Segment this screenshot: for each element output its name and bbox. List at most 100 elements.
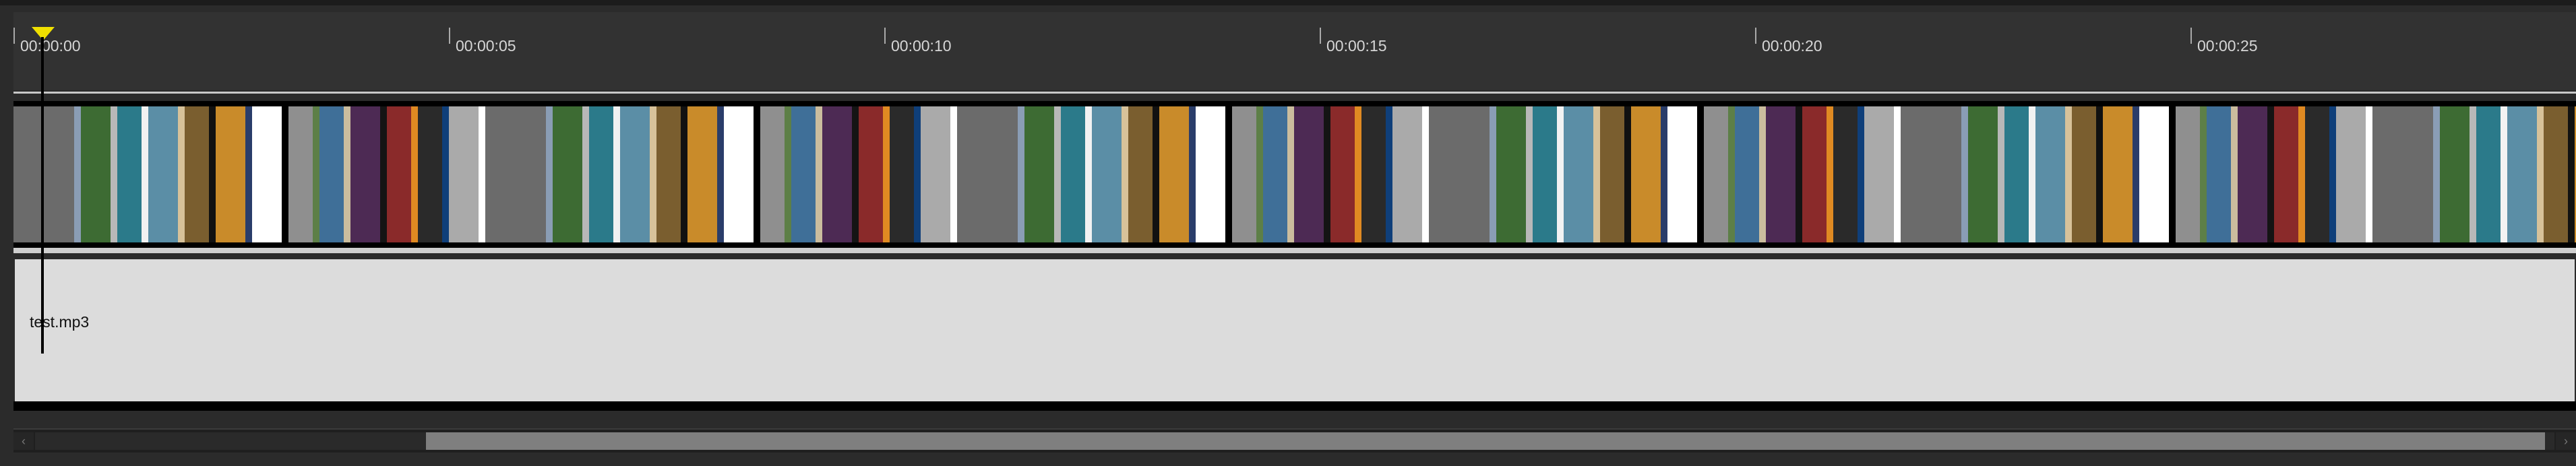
time-ruler[interactable] (13, 12, 2576, 90)
video-thumbnail (2440, 106, 2470, 242)
video-thumbnail (380, 106, 387, 242)
video-thumbnail (1697, 106, 1704, 242)
video-thumbnail (1018, 106, 1024, 242)
video-thumbnail (2336, 106, 2366, 242)
video-thumbnail (148, 106, 178, 242)
video-thumbnail (282, 106, 288, 242)
video-thumbnail (2372, 106, 2433, 242)
video-thumbnail (1092, 106, 1122, 242)
video-thumbnail (2267, 106, 2274, 242)
playhead-line (41, 37, 44, 354)
scroll-left-arrow-icon[interactable]: ‹ (13, 432, 34, 450)
video-thumbnail (2305, 106, 2329, 242)
video-thumbnail (111, 106, 117, 242)
video-thumbnail (1263, 106, 1287, 242)
video-thumbnail (319, 106, 344, 242)
video-thumbnail (411, 106, 418, 242)
video-thumbnail (724, 106, 754, 242)
video-thumbnail (1624, 106, 1631, 242)
video-thumbnail (1858, 106, 1864, 242)
video-thumbnail (2103, 106, 2133, 242)
video-thumbnail (1232, 106, 1256, 242)
video-thumbnail (2169, 106, 2176, 242)
scroll-thumb[interactable] (426, 432, 2545, 450)
ruler-tick-label: 00:00:15 (1326, 37, 1387, 55)
top-frame (0, 0, 2576, 5)
video-thumbnail (2329, 106, 2336, 242)
video-thumbnail (13, 106, 74, 242)
video-thumbnail (2476, 106, 2501, 242)
video-thumbnail (2065, 106, 2072, 242)
video-thumbnail (2507, 106, 2537, 242)
ruler-tick (1755, 28, 1756, 44)
video-thumbnail (2537, 106, 2544, 242)
video-thumbnail (81, 106, 111, 242)
video-thumbnail (1533, 106, 1557, 242)
audio-track[interactable]: test.mp3 (15, 259, 2575, 401)
video-thumbnail (2544, 106, 2568, 242)
video-thumbnail (2238, 106, 2267, 242)
video-thumbnail (1728, 106, 1735, 242)
video-thumbnail (1061, 106, 1085, 242)
scroll-track[interactable] (35, 432, 2554, 450)
ruler-tick (2190, 28, 2192, 44)
video-thumbnail (1085, 106, 1092, 242)
video-thumbnail (1159, 106, 1189, 242)
video-thumbnail (582, 106, 589, 242)
video-thumbnail (1153, 106, 1159, 242)
audio-track-divider (13, 401, 2576, 411)
playhead-handle[interactable] (32, 27, 55, 40)
horizontal-scrollbar[interactable]: ‹ › (13, 428, 2576, 453)
video-thumbnail (485, 106, 546, 242)
video-thumbnail (785, 106, 791, 242)
video-thumbnail (2568, 106, 2575, 242)
video-thumbnail (2231, 106, 2238, 242)
ruler-tick-label: 00:00:10 (891, 37, 952, 55)
video-thumbnail (1024, 106, 1054, 242)
video-thumbnail (1490, 106, 1496, 242)
video-thumbnail (1422, 106, 1429, 242)
video-thumbnail (1128, 106, 1153, 242)
video-thumbnail (2433, 106, 2440, 242)
video-thumbnail (1833, 106, 1858, 242)
video-thumbnail (1294, 106, 1324, 242)
video-thumbnail (1864, 106, 1894, 242)
video-thumbnail (2298, 106, 2305, 242)
video-thumbnail (344, 106, 350, 242)
video-thumbnail (1361, 106, 1386, 242)
video-thumbnail (754, 106, 760, 242)
scroll-right-arrow-icon[interactable]: › (2556, 432, 2576, 450)
video-thumbnail (2575, 106, 2576, 242)
video-thumbnail (1189, 106, 1196, 242)
video-thumbnail (350, 106, 380, 242)
video-thumbnail (2200, 106, 2207, 242)
video-thumbnail (185, 106, 209, 242)
video-thumbnail (418, 106, 442, 242)
video-thumbnail (2004, 106, 2029, 242)
video-track[interactable] (13, 101, 2576, 248)
video-thumbnail (914, 106, 921, 242)
video-thumbnail (74, 106, 81, 242)
video-thumbnail (1735, 106, 1759, 242)
video-thumbnail (553, 106, 582, 242)
video-thumbnail (2035, 106, 2065, 242)
ruler-tick-label: 00:00:25 (2197, 37, 2258, 55)
video-thumbnail (2176, 106, 2200, 242)
video-thumbnail (589, 106, 613, 242)
video-thumbnail (613, 106, 620, 242)
video-thumbnail (859, 106, 883, 242)
video-thumbnail (2072, 106, 2096, 242)
video-thumbnail (288, 106, 313, 242)
video-thumbnail (650, 106, 656, 242)
video-thumbnail (1667, 106, 1697, 242)
video-thumbnail (313, 106, 319, 242)
video-thumbnail (1386, 106, 1392, 242)
video-thumbnail (178, 106, 185, 242)
video-thumbnail (1564, 106, 1593, 242)
ruler-tick-label: 00:00:05 (456, 37, 516, 55)
video-thumbnail (1894, 106, 1901, 242)
video-thumbnail (1796, 106, 1802, 242)
video-thumbnail (921, 106, 950, 242)
video-thumbnail (1225, 106, 1232, 242)
video-thumbnail-strip (13, 106, 2576, 242)
